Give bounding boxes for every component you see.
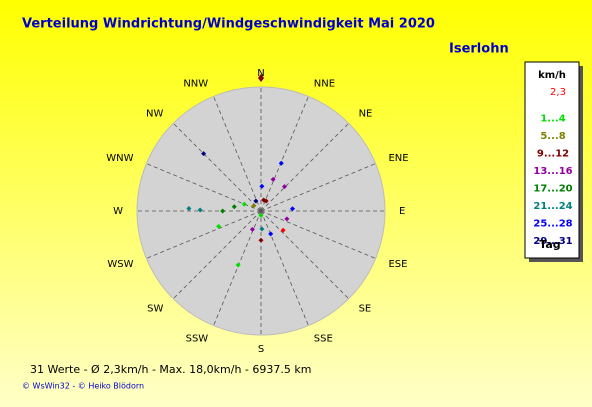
direction-label: N: [257, 68, 264, 79]
direction-label: WSW: [107, 259, 133, 270]
data-point: [284, 216, 290, 222]
data-point: [259, 183, 265, 189]
direction-label: ESE: [388, 259, 407, 270]
location: Iserlohn: [449, 42, 509, 57]
direction-label: W: [113, 206, 123, 217]
data-point: [278, 160, 284, 166]
data-point: [289, 206, 295, 212]
legend-entry: 17...20: [533, 184, 572, 195]
direction-label: SE: [359, 304, 372, 315]
legend-entry: 21...24: [533, 201, 572, 212]
data-point: [201, 151, 207, 157]
direction-label: S: [258, 344, 264, 355]
data-point: [186, 205, 192, 211]
legend-footer: Tag: [539, 238, 560, 251]
legend-box: [524, 61, 580, 259]
direction-label: NW: [146, 108, 163, 119]
data-point: [268, 231, 274, 237]
legend: 2,3 1...4 5...8 9...12 13...16 17...20 21...24…: [533, 70, 572, 251]
data-point: [231, 204, 237, 210]
legend-entry: 29...31: [533, 236, 572, 247]
legend-entry: 2,3: [550, 87, 566, 98]
legend-title: km/h: [538, 70, 566, 81]
data-point: [249, 226, 255, 232]
direction-label: NNW: [183, 79, 208, 90]
legend-entry: 1...4: [540, 114, 565, 125]
legend-entry: 9...12: [537, 149, 569, 160]
direction-label: WNW: [106, 153, 133, 164]
direction-label: SSE: [314, 333, 333, 344]
chart-title: Verteilung Windrichtung/Windgeschwindigk…: [22, 17, 435, 32]
credit: © WsWin32 - © Heiko Blödorn: [22, 382, 144, 391]
legend-entry: 25...28: [533, 219, 572, 230]
north-marker: [258, 74, 264, 82]
data-point: [216, 223, 222, 229]
data-point: [220, 208, 226, 214]
legend-entry: 13...16: [533, 166, 572, 177]
direction-label: ENE: [388, 153, 408, 164]
data-point: [197, 207, 203, 213]
direction-label: NE: [359, 108, 373, 119]
data-point: [281, 184, 287, 190]
footer: 31 Werte - Ø 2,3km/h - Max. 18,0km/h - 6…: [30, 363, 311, 376]
direction-label: E: [399, 206, 405, 217]
data-point: [280, 227, 286, 233]
legend-entry: 5...8: [540, 131, 565, 142]
marks: [186, 151, 295, 268]
grid: N NNE NE ENE E ESE SE SSE S SSW SW WSW W WNW NW NNW: [106, 68, 408, 355]
direction-label: SSW: [186, 333, 209, 344]
data-point: [241, 201, 247, 207]
data-point: [253, 198, 259, 204]
data-point: [263, 198, 269, 204]
data-point: [235, 262, 241, 268]
data-point: [270, 176, 276, 182]
data-point: [259, 226, 265, 232]
data-point: [258, 237, 264, 243]
data-point: [251, 203, 257, 209]
data-point: [258, 213, 264, 219]
direction-label: NNE: [314, 79, 335, 90]
direction-label: SW: [147, 304, 163, 315]
